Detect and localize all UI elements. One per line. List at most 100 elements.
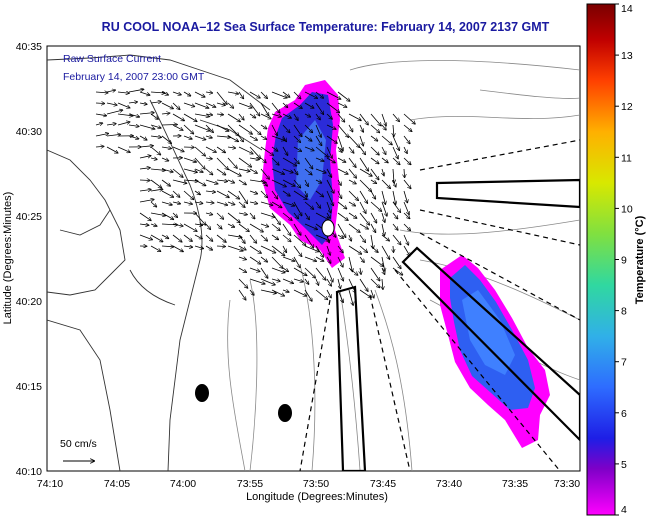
current-vector-arrow [150,189,163,191]
current-vector-arrow [150,212,166,216]
current-vector-arrow [359,223,368,229]
current-vector-arrow [128,89,144,93]
current-vector-arrow [205,234,213,241]
current-vector-arrow [227,92,238,94]
current-vector-arrow [304,245,319,252]
y-tick-label: 40:30 [16,126,42,138]
current-vector-arrow [315,180,321,183]
current-vector-arrow [271,234,278,240]
current-vector-arrow [238,289,246,300]
current-vector-arrow [249,245,261,253]
current-vector-arrow [194,135,206,140]
current-vector-arrow [282,267,288,271]
current-vector-arrow [161,212,173,219]
current-vector-arrow [271,146,278,151]
current-vector-arrow [260,267,268,278]
current-vector-arrow [282,124,290,132]
current-vector-arrow [359,256,364,262]
current-vector-arrow [326,289,331,298]
current-vector-arrow [260,256,267,262]
current-vector-arrow [161,179,170,186]
current-vector-arrow [161,246,173,247]
current-vector-arrow [238,223,249,231]
current-vector-arrow [249,202,257,204]
current-vector-arrow [238,113,244,120]
current-vector-arrow [271,289,284,296]
current-vector-arrow [304,157,313,169]
current-vector-arrow [337,157,346,162]
current-vector-arrow [315,212,329,220]
current-vector-arrow [315,245,323,257]
current-vector-arrow [282,212,292,220]
current-vector-arrow [326,124,336,129]
current-vector-arrow [349,234,351,241]
current-vector-arrow [128,113,139,117]
current-vector-arrow [216,124,229,131]
current-vector-arrow [183,157,196,162]
current-vector-arrow [337,234,343,238]
current-vector-arrow [392,267,403,275]
current-vector-arrow [304,168,312,175]
current-vector-arrow [282,135,286,141]
x-tick-label: 73:45 [370,478,396,490]
colorbar-tick-label: 11 [621,152,632,164]
current-vector-arrow [348,212,357,218]
current-vector-arrow [337,179,341,185]
current-vector-arrow [304,234,313,248]
current-vector-arrow [315,91,323,98]
current-vector-arrow [348,168,356,178]
survey-zone-bounds [299,139,580,471]
current-vector-arrow [249,212,255,219]
current-vector-arrow [249,267,260,272]
current-vector-arrow [337,256,343,267]
current-vector-arrow [205,245,212,250]
current-vector-arrow [139,113,154,114]
current-vector-arrow [370,256,383,266]
current-vector-arrow [172,202,180,204]
current-vector-arrow [315,113,320,120]
current-vector-arrow [106,103,117,105]
current-vector-arrow [337,201,347,209]
current-vector-arrow [172,190,180,197]
current-vector-arrow [293,278,303,282]
current-vector-arrow [205,213,212,215]
current-vector-arrow [293,102,302,108]
current-vector-arrow [106,110,122,115]
current-vector-arrow [194,168,203,172]
current-vector-arrow [260,289,276,293]
current-vector-arrow [238,91,243,99]
current-vector-arrow [337,102,347,107]
current-vector-arrow [260,135,266,139]
current-vector-arrow [304,267,315,278]
current-vector-arrow [260,179,267,186]
current-vector-arrow [117,146,130,152]
current-vector-arrow [392,157,400,164]
current-vector-arrow [293,113,298,120]
current-vector-arrow [161,135,171,143]
y-tick-label: 40:10 [16,466,42,478]
current-vector-arrow [282,157,296,166]
current-vector-arrow [238,213,247,215]
current-vector-arrow [282,190,290,196]
current-vector-arrow [194,146,205,156]
current-vector-arrow [194,179,206,186]
current-vector-arrow [293,201,302,216]
current-vector-arrow [348,278,355,293]
current-vector-arrow [216,91,227,104]
current-vector-arrow [370,113,381,126]
current-vector-arrow [359,289,371,298]
current-vector-arrow [183,180,198,181]
current-vector-arrow [337,190,342,198]
current-vector-arrow [381,245,390,259]
current-vector-arrow [282,102,288,107]
current-vector-arrow [392,256,401,268]
current-vector-arrow [249,223,263,232]
current-vector-arrow [172,224,183,226]
current-vector-arrow [249,124,261,134]
current-vector-arrow [227,202,235,205]
current-vector-arrow [381,223,384,236]
current-vector-arrow [271,124,277,135]
current-vector-arrow [238,190,247,203]
current-vector-arrow [392,113,399,121]
current-vector-arrow [337,212,348,220]
